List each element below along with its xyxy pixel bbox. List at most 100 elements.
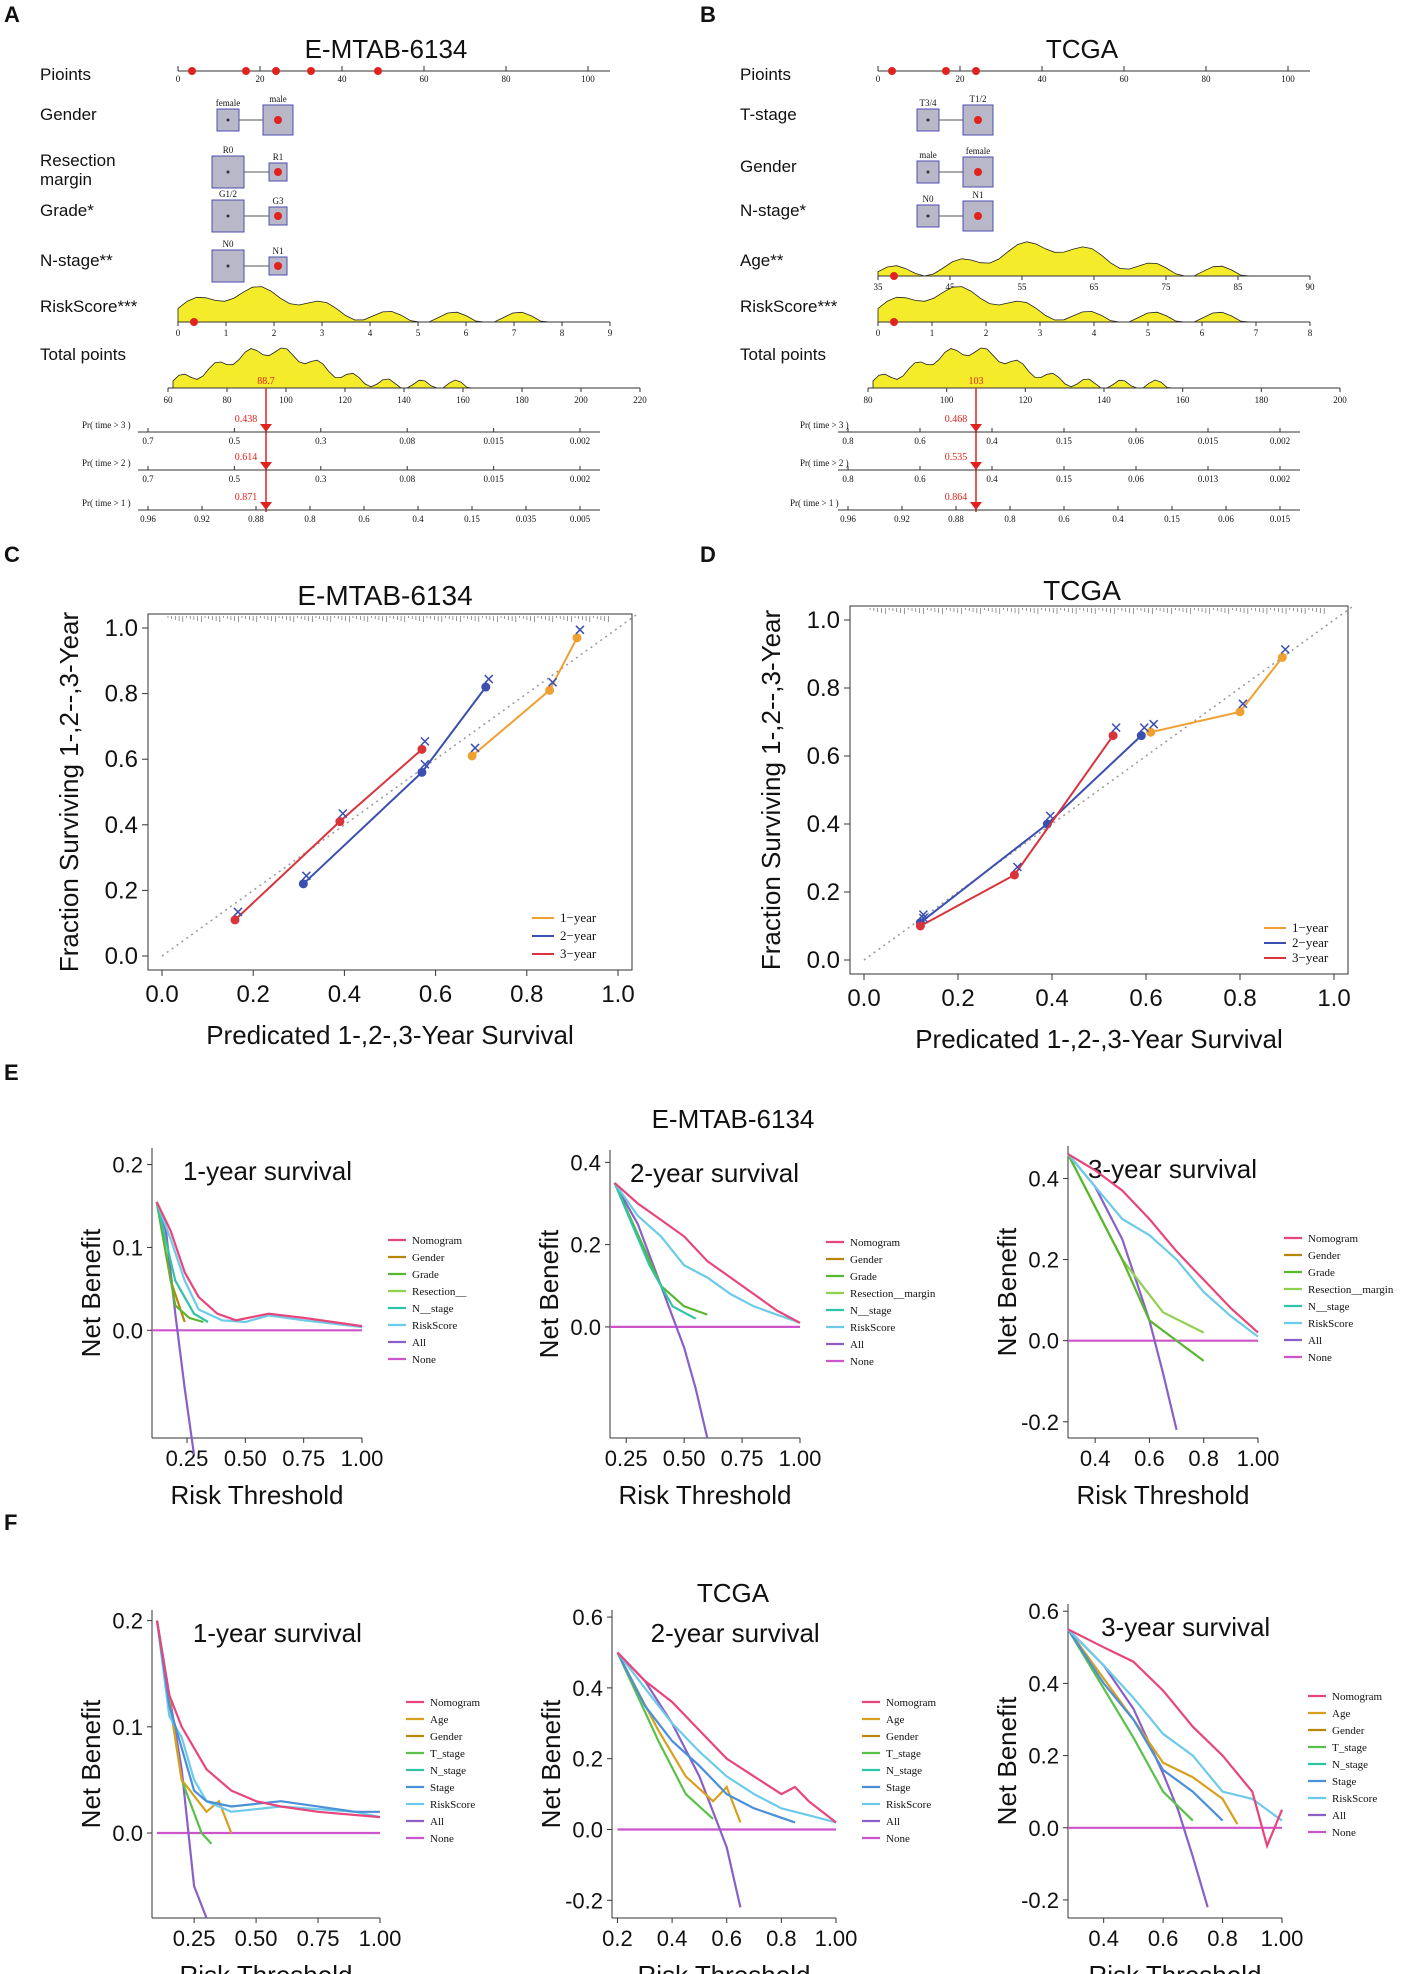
panel-label-f: F [4,1510,17,1535]
row-tick-label: 4 [368,328,373,338]
calibration-plot-c: 0.0 0.0 0.2 0.2 0.4 0.4 0.6 0.6 0.8 0.8 1.0 1.0 Pred… [54,612,637,1050]
prob-tick-label: 0.4 [412,514,424,524]
legend-label: RiskScore [1308,1318,1353,1330]
ideal-diagonal [863,605,1354,961]
row-label: Gender [740,157,797,176]
prob-arrow [260,424,272,432]
legend-label: Gender [430,1731,463,1743]
row-label: N-stage** [40,251,113,270]
calibration-point [298,879,308,889]
points-tick-label: 40 [1038,74,1048,84]
prob-label: Pr( time > 2 ) [82,458,131,468]
points-marker [888,67,896,75]
dca-suptitle-f: TCGA [697,1578,770,1608]
total-tick-label: 200 [1333,395,1347,405]
prob-arrow [970,502,982,510]
total-tick-label: 60 [164,395,174,405]
y-tick-label: 0.8 [105,681,138,708]
y-tick-label: -0.2 [565,1888,603,1913]
prob-tick-label: 0.6 [914,474,926,484]
y-tick-label: 0.0 [112,1821,143,1846]
x-tick-label: 0.25 [166,1446,209,1471]
calibration-point [1235,707,1245,717]
legend-label: Stage [430,1782,455,1794]
prob-tick-label: 0.88 [248,514,264,524]
legend-label: Stage [886,1782,911,1794]
legend-label: N_stage [1332,1759,1368,1771]
x-axis-title: Predicated 1-,2-,3-Year Survival [206,1020,574,1050]
y-tick-label: 0.2 [1028,1248,1059,1273]
net-benefit-curve [155,1201,363,1328]
points-label: Pioints [740,65,791,84]
level-dot [974,212,982,220]
total-tick-label: 160 [1176,395,1190,405]
y-tick-label: 0.1 [112,1235,143,1260]
calibration-x-mark [301,871,311,881]
x-tick-label: 1.00 [1261,1926,1304,1951]
row-label: Age** [740,251,784,270]
y-tick-label: 1.0 [807,607,840,634]
legend-label: All [1308,1335,1322,1347]
row-tick-label: 55 [1018,282,1028,292]
y-tick-label: 0.0 [105,943,138,970]
legend-label: 2−year [1292,935,1329,950]
total-tick-label: 100 [279,395,293,405]
y-tick-label: 0.1 [112,1715,143,1740]
level-dot [274,116,282,124]
level-label: R0 [223,145,234,155]
x-tick-label: 1.0 [601,981,634,1008]
net-benefit-curve [155,1620,381,1819]
level-dot [974,116,982,124]
points-tick-label: 100 [1281,74,1295,84]
net-benefit-curve [155,1620,381,1819]
total-tick-label: 200 [574,395,588,405]
legend-label: Resection__margin [850,1288,936,1300]
calibration-plot-d: 0.0 0.0 0.2 0.2 0.4 0.4 0.6 0.6 0.8 0.8 1.0 1.0 Pred… [756,605,1354,1054]
x-axis-title: Risk Threshold [171,1480,344,1510]
prob-value: 0.871 [235,492,258,503]
prob-arrow [970,462,982,470]
prob-value: 0.468 [945,414,968,425]
y-tick-label: 0.4 [570,1150,601,1175]
legend-label: All [1332,1810,1346,1822]
y-tick-label: 0.0 [807,947,840,974]
total-points-label: Total points [740,345,826,364]
x-tick-label: 0.6 [711,1926,742,1951]
legend-label: 1−year [1292,920,1329,935]
points-marker [307,67,315,75]
row-tick-label: 35 [874,282,884,292]
points-marker [188,67,196,75]
prob-label: Pr( time > 3 ) [82,420,131,430]
net-benefit-curve [1067,1153,1259,1338]
calibration-point [417,744,427,754]
y-tick-label: 0.4 [572,1676,603,1701]
prob-tick-label: 0.15 [1056,474,1072,484]
legend-label: RiskScore [412,1320,457,1332]
legend-label: Stage [1332,1776,1357,1788]
points-tick-label: 20 [256,74,266,84]
row-tick-label: 7 [1254,328,1259,338]
calibration-x-mark [470,743,480,753]
x-tick-label: 0.4 [657,1926,688,1951]
y-axis-title: Net Benefit [534,1229,564,1358]
legend-label: Grade [1308,1267,1335,1279]
points-marker [374,67,382,75]
level-dot [226,170,230,174]
net-benefit-curve [616,1651,742,1823]
y-tick-label: 0.2 [807,879,840,906]
legend-label: None [1308,1352,1332,1364]
density-ridge [877,241,1251,277]
legend-label: 3−year [1292,950,1329,965]
row-label: RiskScore*** [740,297,838,316]
level-label: N0 [923,194,934,204]
row-label: Resection [40,151,116,170]
y-tick-label: 0.2 [1028,1744,1059,1769]
x-tick-label: 1.00 [1237,1446,1280,1471]
prob-tick-label: 0.002 [570,474,590,484]
calibration-x-mark [1111,723,1121,733]
prob-tick-label: 0.8 [842,436,854,446]
legend-label: Gender [1332,1725,1365,1737]
y-tick-label: 0.4 [1028,1166,1059,1191]
